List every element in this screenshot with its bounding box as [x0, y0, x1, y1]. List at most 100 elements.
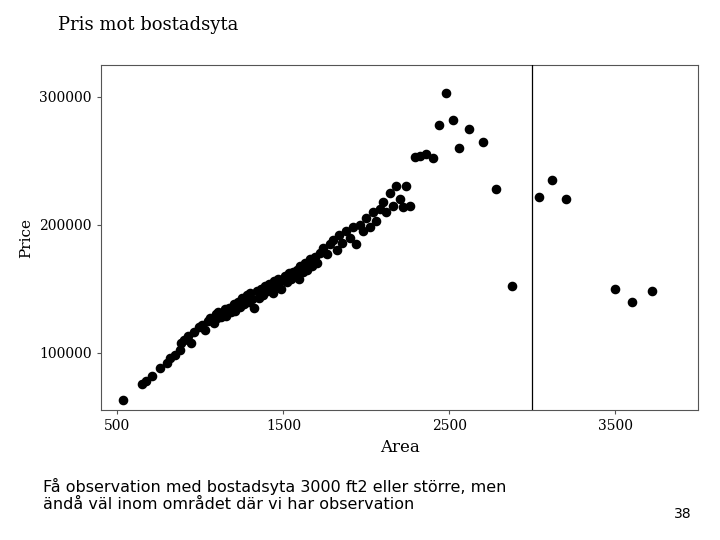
Point: [238, 300, 250, 308]
Point: [136, 379, 148, 388]
Point: [646, 287, 657, 296]
Point: [208, 319, 220, 328]
Point: [364, 223, 376, 232]
Point: [309, 253, 320, 261]
Point: [258, 291, 269, 300]
Point: [314, 248, 325, 257]
Point: [321, 250, 333, 259]
Point: [228, 300, 239, 308]
Point: [507, 282, 518, 291]
Point: [397, 202, 409, 211]
Point: [294, 261, 306, 270]
Point: [447, 116, 459, 124]
Point: [344, 233, 356, 242]
Point: [337, 238, 348, 247]
Point: [404, 201, 415, 210]
Point: [274, 278, 285, 287]
Point: [241, 291, 253, 300]
Point: [534, 192, 545, 201]
Point: [244, 288, 256, 297]
Point: [271, 282, 282, 291]
Point: [433, 120, 445, 129]
Point: [204, 314, 215, 322]
Point: [390, 182, 402, 191]
Point: [414, 151, 426, 160]
Text: 38: 38: [674, 507, 691, 521]
Point: [283, 269, 294, 278]
Point: [211, 314, 222, 322]
Point: [371, 217, 382, 225]
Point: [560, 195, 572, 204]
Point: [272, 274, 284, 283]
Point: [374, 205, 385, 214]
Point: [400, 182, 412, 191]
Point: [318, 244, 329, 252]
Point: [409, 153, 420, 161]
Point: [328, 236, 339, 245]
Point: [333, 231, 345, 239]
Point: [464, 125, 475, 133]
Point: [330, 246, 342, 255]
Point: [186, 338, 197, 347]
Point: [178, 336, 189, 345]
Point: [154, 364, 166, 373]
Point: [286, 274, 297, 283]
Point: [361, 214, 372, 222]
Point: [302, 265, 313, 274]
Point: [490, 185, 502, 193]
Y-axis label: Price: Price: [19, 218, 34, 258]
Point: [347, 223, 359, 232]
Point: [357, 227, 369, 235]
Point: [246, 295, 258, 303]
Point: [248, 303, 260, 312]
Point: [287, 268, 299, 276]
Point: [546, 176, 558, 184]
Point: [441, 89, 452, 97]
Point: [215, 313, 227, 321]
Point: [194, 323, 205, 332]
Point: [146, 372, 158, 380]
Point: [367, 208, 379, 217]
Point: [232, 298, 243, 306]
Point: [117, 396, 129, 404]
Point: [351, 240, 362, 248]
Point: [202, 316, 213, 325]
Point: [454, 144, 465, 152]
Point: [304, 255, 315, 264]
Point: [234, 302, 246, 311]
Point: [299, 259, 310, 267]
Point: [219, 305, 230, 314]
Point: [269, 277, 280, 286]
X-axis label: Area: Area: [379, 439, 420, 456]
Point: [176, 338, 187, 347]
Point: [279, 272, 291, 280]
Point: [281, 278, 292, 287]
Point: [174, 346, 186, 355]
Point: [311, 259, 323, 267]
Point: [384, 188, 395, 197]
Point: [210, 310, 222, 319]
Point: [354, 220, 366, 229]
Point: [610, 285, 621, 293]
Point: [223, 303, 235, 312]
Point: [236, 293, 248, 302]
Point: [291, 265, 302, 274]
Point: [197, 320, 208, 329]
Point: [427, 154, 438, 163]
Point: [394, 195, 405, 204]
Point: [225, 307, 237, 316]
Point: [377, 198, 389, 206]
Point: [189, 328, 200, 336]
Point: [256, 285, 267, 293]
Point: [263, 279, 274, 288]
Text: Pris mot bostadsyta: Pris mot bostadsyta: [58, 16, 238, 34]
Point: [243, 298, 255, 306]
Point: [164, 354, 176, 362]
Point: [289, 271, 300, 279]
Point: [297, 268, 308, 276]
Point: [253, 293, 264, 302]
Point: [140, 376, 151, 385]
Text: Få observation med bostadsyta 3000 ft2 eller större, men
ändå väl inom området d: Få observation med bostadsyta 3000 ft2 e…: [43, 478, 507, 512]
Point: [266, 285, 277, 293]
Point: [251, 287, 263, 296]
